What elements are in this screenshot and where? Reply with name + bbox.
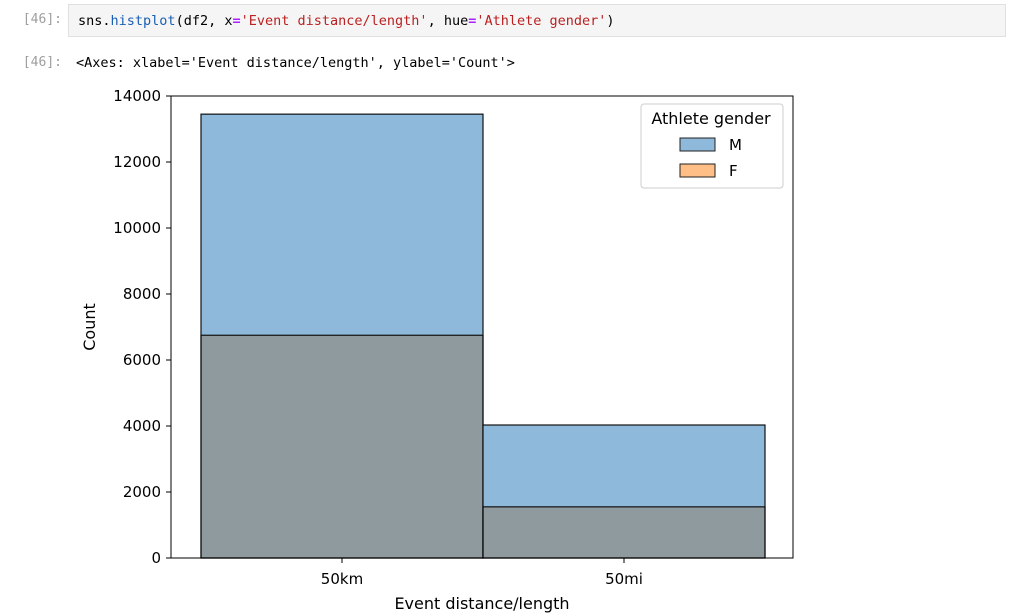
y-tick-label: 0 (151, 549, 161, 567)
code-input-cell[interactable]: sns.histplot(df2, x='Event distance/leng… (68, 4, 1006, 37)
x-axis-label: Event distance/length (394, 594, 569, 613)
y-tick-label: 2000 (123, 483, 161, 501)
output-prompt: [46]: (22, 55, 62, 70)
y-tick-label: 12000 (113, 153, 161, 171)
legend: Athlete gender M F (640, 103, 784, 189)
y-tick-label: 10000 (113, 219, 161, 237)
axes-frame (170, 95, 794, 559)
x-tick-label: 50km (321, 570, 363, 588)
bar-50km-M (201, 114, 483, 336)
y-tick-label: 14000 (113, 87, 161, 105)
y-axis-label: Count (80, 303, 99, 351)
x-tick-label: 50mi (605, 570, 643, 588)
code-line: sns.histplot(df2, x='Event distance/leng… (78, 13, 615, 29)
output-repr-text: <Axes: xlabel='Event distance/length', y… (76, 55, 515, 71)
legend-label-f: F (729, 162, 738, 180)
legend-swatch-f (679, 163, 716, 178)
legend-swatch-m (679, 137, 716, 152)
y-tick-label: 8000 (123, 285, 161, 303)
legend-label-m: M (729, 136, 742, 154)
bar-50km-overlap (201, 335, 483, 558)
bar-50mi-M (483, 425, 765, 507)
input-prompt: [46]: (22, 12, 62, 27)
y-tick-label: 6000 (123, 351, 161, 369)
bar-50mi-overlap (483, 506, 765, 558)
legend-title: Athlete gender (651, 109, 771, 128)
y-tick-label: 4000 (123, 417, 161, 435)
